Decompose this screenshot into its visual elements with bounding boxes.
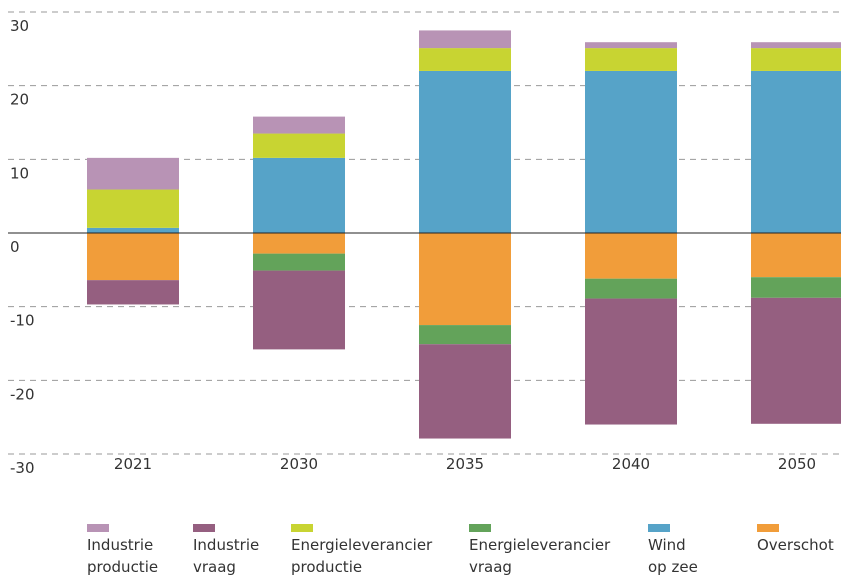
bar-segment [585, 278, 677, 299]
legend-swatch [87, 524, 109, 532]
legend-label: Overschot [757, 536, 834, 554]
legend-item: Energieleverancier productie [291, 524, 441, 578]
bar-segment [253, 253, 345, 271]
y-tick-label: -30 [10, 459, 35, 477]
legend-label: Energieleverancier productie [291, 536, 433, 576]
bar-segment [87, 280, 179, 305]
y-tick-label: 30 [10, 17, 29, 35]
x-tick-label: 2030 [280, 455, 318, 473]
bar-segment [419, 48, 511, 71]
bar-segment [87, 189, 179, 228]
bar-segment [751, 233, 841, 278]
legend-label: Industrie vraag [193, 536, 260, 576]
bar-segment [253, 270, 345, 350]
bar-segment [253, 116, 345, 134]
y-tick-label: -10 [10, 312, 35, 330]
x-tick-label: 2021 [114, 455, 152, 473]
bar-segment [419, 344, 511, 439]
bar-segment [419, 70, 511, 233]
x-tick-label: 2050 [778, 455, 816, 473]
bar-segment [419, 233, 511, 326]
legend-label: Industrie productie [87, 536, 159, 576]
bar-segment [751, 277, 841, 298]
legend-swatch [291, 524, 313, 532]
legend-label: Wind op zee [648, 536, 698, 576]
y-tick-label: -20 [10, 385, 35, 403]
bar-segment [253, 157, 345, 233]
bar-segment [87, 233, 179, 281]
bar-segment [87, 227, 179, 233]
legend-item: Industrie productie [87, 524, 177, 578]
bar-segment [751, 297, 841, 424]
bar-segment [585, 70, 677, 233]
bar-segment [585, 42, 677, 49]
legend-item: Energieleverancier vraag [469, 524, 629, 578]
bar-segment [585, 233, 677, 279]
bar-segment [253, 233, 345, 254]
bar-segment [585, 48, 677, 71]
x-tick-label: 2040 [612, 455, 650, 473]
legend-swatch [648, 524, 670, 532]
bar-segment [751, 70, 841, 233]
bar-segment [419, 30, 511, 49]
legend-label: Energieleverancier vraag [469, 536, 611, 576]
y-tick-label: 10 [10, 164, 29, 182]
bar-segment [253, 133, 345, 158]
bar-segment [585, 298, 677, 425]
x-tick-label: 2035 [446, 455, 484, 473]
legend-swatch [757, 524, 779, 532]
legend-swatch [469, 524, 491, 532]
bar-segment [87, 157, 179, 190]
bar-segment [751, 42, 841, 49]
legend-item: Overschot [757, 524, 841, 556]
y-tick-label: 0 [10, 238, 20, 256]
legend-item: Industrie vraag [193, 524, 273, 578]
legend-item: Wind op zee [648, 524, 708, 578]
bar-segment [751, 48, 841, 71]
y-tick-label: 20 [10, 91, 29, 109]
bar-segment [419, 325, 511, 345]
legend-swatch [193, 524, 215, 532]
